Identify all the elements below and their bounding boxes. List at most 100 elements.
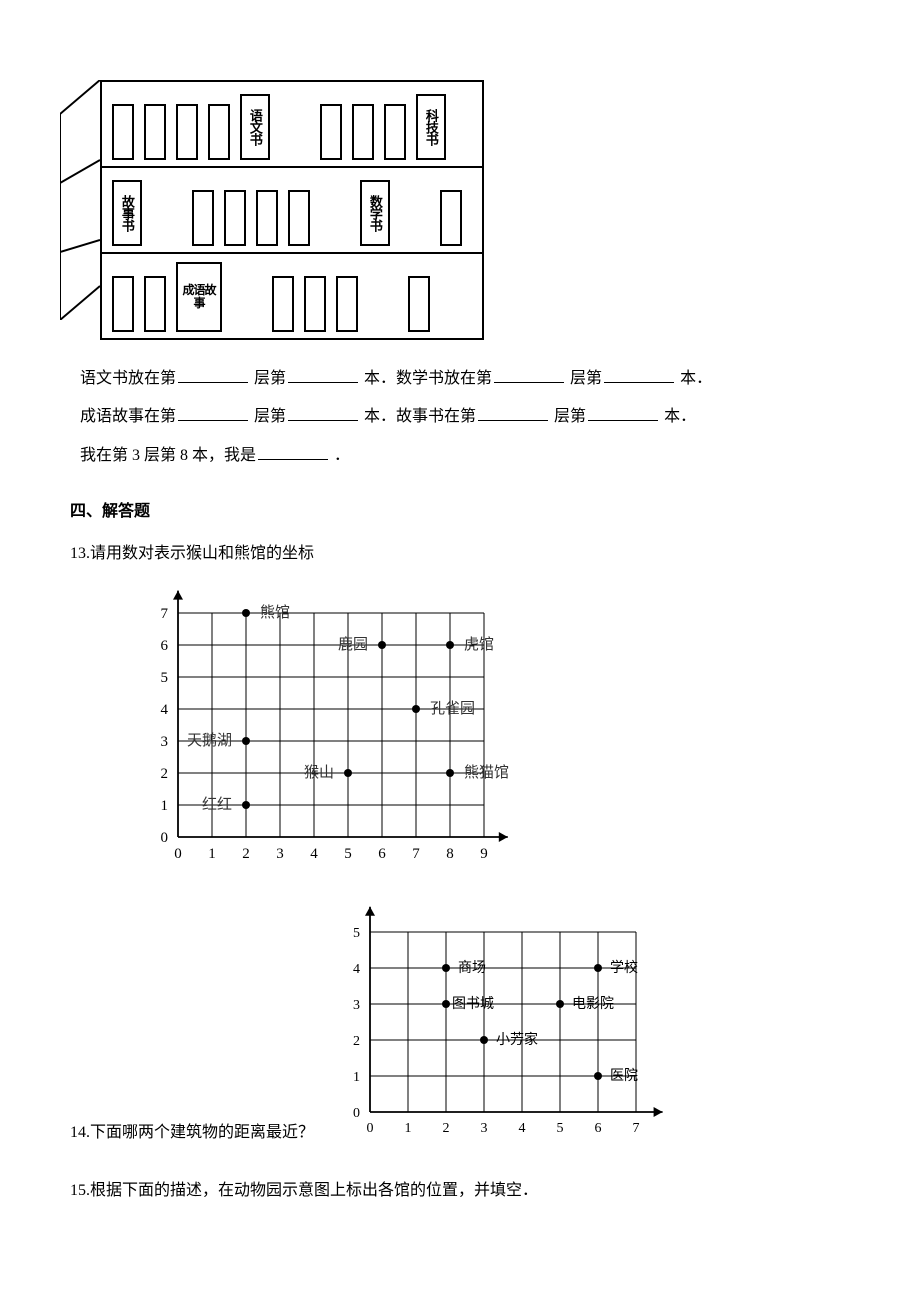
svg-text:1: 1 xyxy=(405,1121,412,1136)
svg-text:医院: 医院 xyxy=(610,1068,638,1084)
book xyxy=(320,104,342,160)
book xyxy=(208,104,230,160)
shelf-row: 语文书 科技书 xyxy=(102,82,482,168)
svg-text:6: 6 xyxy=(595,1121,602,1136)
svg-text:2: 2 xyxy=(443,1121,450,1136)
book xyxy=(112,104,134,160)
svg-text:7: 7 xyxy=(633,1121,640,1136)
svg-text:4: 4 xyxy=(161,702,169,718)
book xyxy=(192,190,214,246)
text: 层第 xyxy=(254,370,286,387)
blank xyxy=(288,382,358,383)
svg-text:学校: 学校 xyxy=(610,959,638,976)
book xyxy=(272,276,294,332)
svg-text:4: 4 xyxy=(519,1121,526,1136)
labeled-book: 故事书 xyxy=(112,180,142,246)
svg-text:3: 3 xyxy=(481,1121,488,1136)
svg-text:熊馆: 熊馆 xyxy=(260,604,290,621)
svg-text:熊猫馆: 熊猫馆 xyxy=(464,764,509,781)
svg-text:6: 6 xyxy=(161,638,169,654)
text: 成语故事在第 xyxy=(80,408,176,425)
labeled-book: 语文书 xyxy=(240,94,270,160)
text: 本．数学书放在第 xyxy=(364,370,492,387)
text: 层第 xyxy=(570,370,602,387)
svg-text:鹿园: 鹿园 xyxy=(338,636,368,653)
svg-text:7: 7 xyxy=(412,846,420,862)
text: 层第 xyxy=(554,408,586,425)
book xyxy=(256,190,278,246)
svg-text:商场: 商场 xyxy=(458,960,486,976)
svg-text:孔雀园: 孔雀园 xyxy=(430,700,475,717)
question-13-text: 13.请用数对表示猴山和熊馆的坐标 xyxy=(70,539,850,563)
book xyxy=(440,190,462,246)
svg-text:4: 4 xyxy=(353,962,360,977)
svg-text:虎馆: 虎馆 xyxy=(464,636,494,653)
svg-text:图书城: 图书城 xyxy=(452,996,494,1012)
svg-text:电影院: 电影院 xyxy=(572,996,614,1012)
text: 我在第 3 层第 8 本，我是 xyxy=(80,447,256,464)
text: 语文书放在第 xyxy=(80,370,176,387)
blank xyxy=(478,420,548,421)
svg-text:1: 1 xyxy=(353,1070,360,1085)
book xyxy=(352,104,374,160)
svg-text:8: 8 xyxy=(446,846,454,862)
book xyxy=(304,276,326,332)
svg-text:5: 5 xyxy=(344,846,352,862)
labeled-book: 科技书 xyxy=(416,94,446,160)
svg-text:5: 5 xyxy=(161,670,169,686)
text: 本． xyxy=(664,408,696,425)
text: 本． xyxy=(680,370,712,387)
blank xyxy=(178,382,248,383)
svg-text:0: 0 xyxy=(353,1106,360,1121)
blank xyxy=(604,382,674,383)
svg-text:红红: 红红 xyxy=(202,796,232,813)
book xyxy=(144,104,166,160)
shelf-row: 成语故事 xyxy=(102,254,482,338)
svg-text:5: 5 xyxy=(353,926,360,941)
svg-text:0: 0 xyxy=(367,1121,374,1136)
book xyxy=(112,276,134,332)
bookshelf-side xyxy=(60,80,100,340)
blank xyxy=(288,420,358,421)
svg-text:3: 3 xyxy=(276,846,284,862)
svg-text:5: 5 xyxy=(557,1121,564,1136)
blank xyxy=(178,420,248,421)
text: ． xyxy=(334,447,350,464)
shelf-row: 故事书 数学书 xyxy=(102,168,482,254)
svg-text:3: 3 xyxy=(161,734,169,750)
svg-text:0: 0 xyxy=(161,830,169,846)
blank xyxy=(588,420,658,421)
book xyxy=(176,104,198,160)
svg-text:天鹅湖: 天鹅湖 xyxy=(187,732,232,749)
book xyxy=(408,276,430,332)
bookshelf-figure: 语文书 科技书故事书 数学书成语故事 xyxy=(100,80,850,340)
svg-text:4: 4 xyxy=(310,846,318,862)
svg-text:2: 2 xyxy=(161,766,169,782)
svg-text:猴山: 猴山 xyxy=(304,764,334,781)
svg-text:2: 2 xyxy=(242,846,250,862)
question-14-text: 14.下面哪两个建筑物的距离最近？ xyxy=(70,1118,314,1142)
svg-text:1: 1 xyxy=(208,846,216,862)
fill-in-lines: 语文书放在第 层第 本．数学书放在第 层第 本． 成语故事在第 层第 本．故事书… xyxy=(80,360,850,475)
svg-text:9: 9 xyxy=(480,846,488,862)
blank xyxy=(494,382,564,383)
book xyxy=(336,276,358,332)
svg-text:3: 3 xyxy=(353,998,360,1013)
svg-text:2: 2 xyxy=(353,1034,360,1049)
section-heading-4: 四、解答题 xyxy=(70,497,850,521)
labeled-book: 数学书 xyxy=(360,180,390,246)
svg-text:小芳家: 小芳家 xyxy=(496,1031,538,1048)
book xyxy=(224,190,246,246)
book xyxy=(144,276,166,332)
svg-text:7: 7 xyxy=(161,606,169,622)
question-15-text: 15.根据下面的描述，在动物园示意图上标出各馆的位置，并填空． xyxy=(70,1176,850,1200)
buildings-coordinate-chart: 0 1 2 3 4 5 6 7 0 1 2 3 4 5 商场 学校图书城 电影院小芳家医院 xyxy=(330,890,850,1155)
svg-text:1: 1 xyxy=(161,798,169,814)
book xyxy=(384,104,406,160)
blank xyxy=(258,459,328,460)
text: 层第 xyxy=(254,408,286,425)
svg-text:0: 0 xyxy=(174,846,182,862)
svg-text:6: 6 xyxy=(378,846,386,862)
text: 本．故事书在第 xyxy=(364,408,476,425)
book xyxy=(288,190,310,246)
